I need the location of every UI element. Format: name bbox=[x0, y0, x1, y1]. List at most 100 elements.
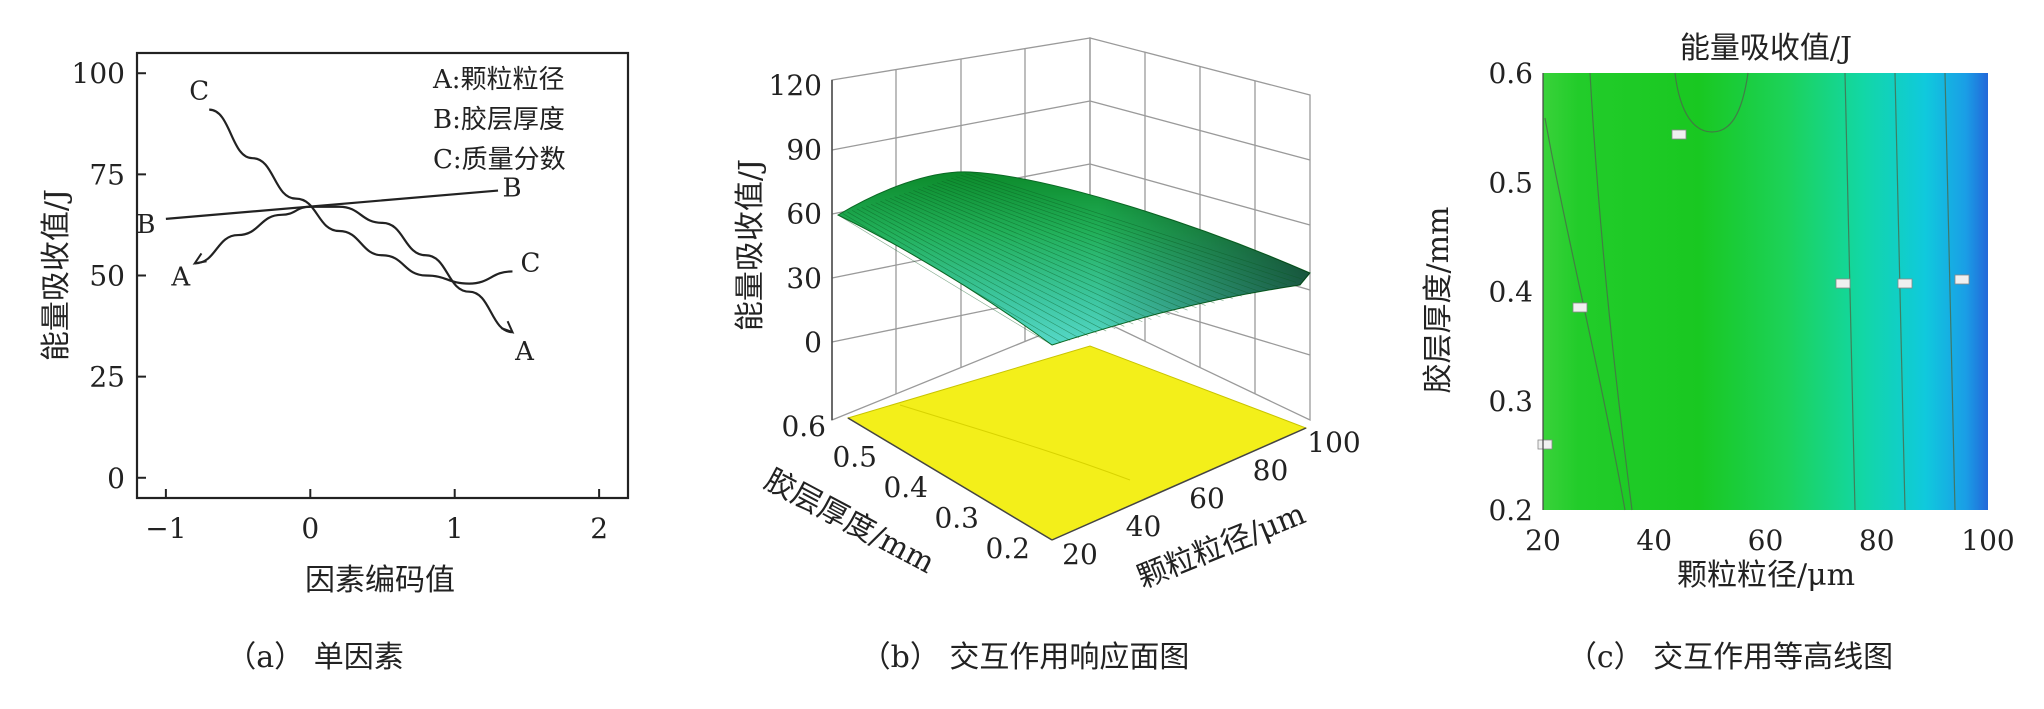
panel-b-ytick-label: 0.4 bbox=[883, 471, 928, 504]
panel-a-label-end-C: C bbox=[521, 248, 541, 278]
panel-b-mesh-line bbox=[889, 197, 1152, 320]
panel-c-xtick-label: 100 bbox=[1961, 524, 2014, 557]
panel-a-series-B bbox=[165, 189, 499, 220]
panel-b-mesh-line bbox=[960, 174, 1288, 285]
panel-a-ytick-label: 75 bbox=[89, 158, 125, 191]
panel-b-mesh-line bbox=[918, 188, 1206, 306]
panel-b-axes bbox=[831, 80, 1307, 541]
panel-a-ytick-label: 100 bbox=[72, 57, 125, 90]
panel-b-ytick-label: 0.6 bbox=[781, 410, 826, 443]
panel-c-ytick-label: 0.3 bbox=[1488, 385, 1533, 418]
panel-b-ztick-label: 30 bbox=[786, 262, 822, 295]
panel-c-xtick-label: 40 bbox=[1636, 524, 1672, 557]
panel-c-ytick-label: 0.5 bbox=[1488, 166, 1533, 199]
panel-a-xtick-label: 0 bbox=[301, 512, 319, 545]
panel-b-zlabel: 能量吸收值/J bbox=[733, 159, 768, 331]
panel-b-mesh-line bbox=[969, 171, 1306, 281]
panel-c-ytick-label: 0.6 bbox=[1488, 57, 1533, 90]
panel-b-mesh-line bbox=[955, 176, 1278, 288]
panel-a-label-start-C: C bbox=[189, 77, 209, 107]
panel-c-xlabel: 颗粒粒径/μm bbox=[1677, 558, 1855, 593]
panel-b-mesh-line bbox=[965, 173, 1297, 283]
panel-c-field bbox=[1543, 73, 1988, 510]
panel-b-mesh-line bbox=[927, 185, 1224, 302]
panel-b-xtick-label: 20 bbox=[1062, 538, 1098, 571]
panel-b-mesh-line bbox=[861, 207, 1098, 334]
panel-b-mesh-line bbox=[866, 205, 1107, 332]
panel-b-mesh-line bbox=[913, 190, 1197, 309]
panel-c-contour-labels bbox=[1537, 129, 1970, 450]
panel-b-ticks: 0 30 60 90 120 0.60.50.40.30.2 20 40 60 80 100 bbox=[769, 69, 1361, 571]
panel-b-ytick-label: 0.5 bbox=[832, 441, 877, 474]
panel-b-surface-shade bbox=[838, 171, 1310, 345]
panel-a-series-A bbox=[194, 205, 513, 334]
panel-b-floor-contour bbox=[899, 404, 1131, 481]
panel-b-ztick-label: 0 bbox=[804, 326, 822, 359]
panel-b-mesh-line bbox=[856, 208, 1089, 336]
panel-b-floor bbox=[846, 345, 1308, 541]
panel-b-ytick-label: 0.2 bbox=[985, 532, 1030, 565]
panel-c-xtick-label: 20 bbox=[1525, 524, 1561, 557]
panel-b-mesh-line bbox=[941, 180, 1251, 295]
panel-c-ticks: 20 40 60 80 100 0.2 0.3 0.4 0.5 0.6 bbox=[1488, 57, 2014, 557]
panel-b-mesh-line bbox=[880, 200, 1134, 325]
panel-b: 0 30 60 90 120 0.60.50.40.30.2 20 40 60 80 100 能量吸… bbox=[733, 37, 1361, 675]
panel-a-label-end-A: A bbox=[514, 337, 535, 367]
panel-c-contours bbox=[1544, 72, 1956, 511]
panel-b-ztick-label: 120 bbox=[769, 69, 822, 102]
panel-a-caption: （a） 单因素 bbox=[226, 640, 403, 675]
panel-b-mesh-line bbox=[922, 187, 1215, 304]
panel-b-ztick-label: 60 bbox=[786, 198, 822, 231]
panel-a-legend-b: B:胶层厚度 bbox=[433, 105, 565, 135]
panel-b-mesh-line bbox=[946, 179, 1260, 292]
panel-a-label-end-B: B bbox=[502, 174, 521, 204]
panel-c-caption: （c） 交互作用等高线图 bbox=[1567, 640, 1893, 675]
panel-b-mesh bbox=[837, 171, 1306, 346]
panel-b-xtick-label: 60 bbox=[1189, 482, 1225, 515]
panel-b-ztick-label: 90 bbox=[786, 133, 822, 166]
panel-b-ytick-label: 0.3 bbox=[934, 502, 979, 535]
panel-b-mesh-line bbox=[908, 191, 1188, 311]
panel-a-series-C bbox=[209, 108, 513, 285]
panel-b-mesh-line bbox=[885, 199, 1143, 323]
panel-a-xtick-label: −1 bbox=[145, 512, 186, 545]
panel-a-label-start-A: A bbox=[170, 262, 191, 292]
panel-b-mesh-line bbox=[875, 202, 1125, 327]
panel-a-ticks: −1 0 1 2 0 25 50 75 100 bbox=[72, 57, 608, 545]
panel-b-mesh-line bbox=[899, 194, 1170, 316]
panel-b-mesh-line bbox=[936, 182, 1242, 297]
panel-b-caption: （b） 交互作用响应面图 bbox=[861, 640, 1190, 675]
panel-a-ytick-label: 0 bbox=[107, 462, 125, 495]
panel-a-xlabel: 因素编码值 bbox=[305, 563, 455, 598]
panel-b-mesh-line bbox=[847, 211, 1071, 341]
panel-a-ytick-label: 25 bbox=[89, 361, 125, 394]
panel-b-mesh-line bbox=[951, 177, 1269, 290]
panel-c-xtick-label: 60 bbox=[1748, 524, 1784, 557]
panel-a-legend-c: C:质量分数 bbox=[433, 145, 566, 175]
panel-a-arrow-A bbox=[500, 320, 515, 334]
panel-b-xtick-label: 40 bbox=[1126, 510, 1162, 543]
panel-b-mesh-line bbox=[932, 184, 1233, 299]
panel-b-mesh-line bbox=[837, 214, 1053, 346]
panel-c: 20 40 60 80 100 0.2 0.3 0.4 0.5 0.6 能量吸收值/J 颗粒粒径/… bbox=[1421, 31, 2015, 675]
panel-c-ytick-label: 0.4 bbox=[1488, 276, 1533, 309]
panel-b-xtick-label: 100 bbox=[1307, 426, 1360, 459]
panel-a-arrow-start-A bbox=[192, 252, 207, 265]
panel-b-xtick-label: 80 bbox=[1253, 454, 1289, 487]
panel-a-ylabel: 能量吸收值/J bbox=[39, 189, 74, 361]
panel-b-mesh-line bbox=[903, 193, 1179, 313]
panel-a-label-start-B: B bbox=[136, 210, 155, 240]
panel-c-ytick-label: 0.2 bbox=[1488, 494, 1533, 527]
panel-b-mesh-line bbox=[842, 213, 1062, 343]
panel-a-ytick-label: 50 bbox=[89, 260, 125, 293]
panel-b-mesh-line bbox=[870, 203, 1116, 330]
panel-b-mesh-line bbox=[851, 210, 1080, 339]
panel-a-xtick-label: 1 bbox=[446, 512, 464, 545]
panel-a-legend-a: A:颗粒粒径 bbox=[432, 65, 565, 95]
panel-a-xtick-label: 2 bbox=[590, 512, 608, 545]
panel-c-title: 能量吸收值/J bbox=[1680, 31, 1852, 66]
